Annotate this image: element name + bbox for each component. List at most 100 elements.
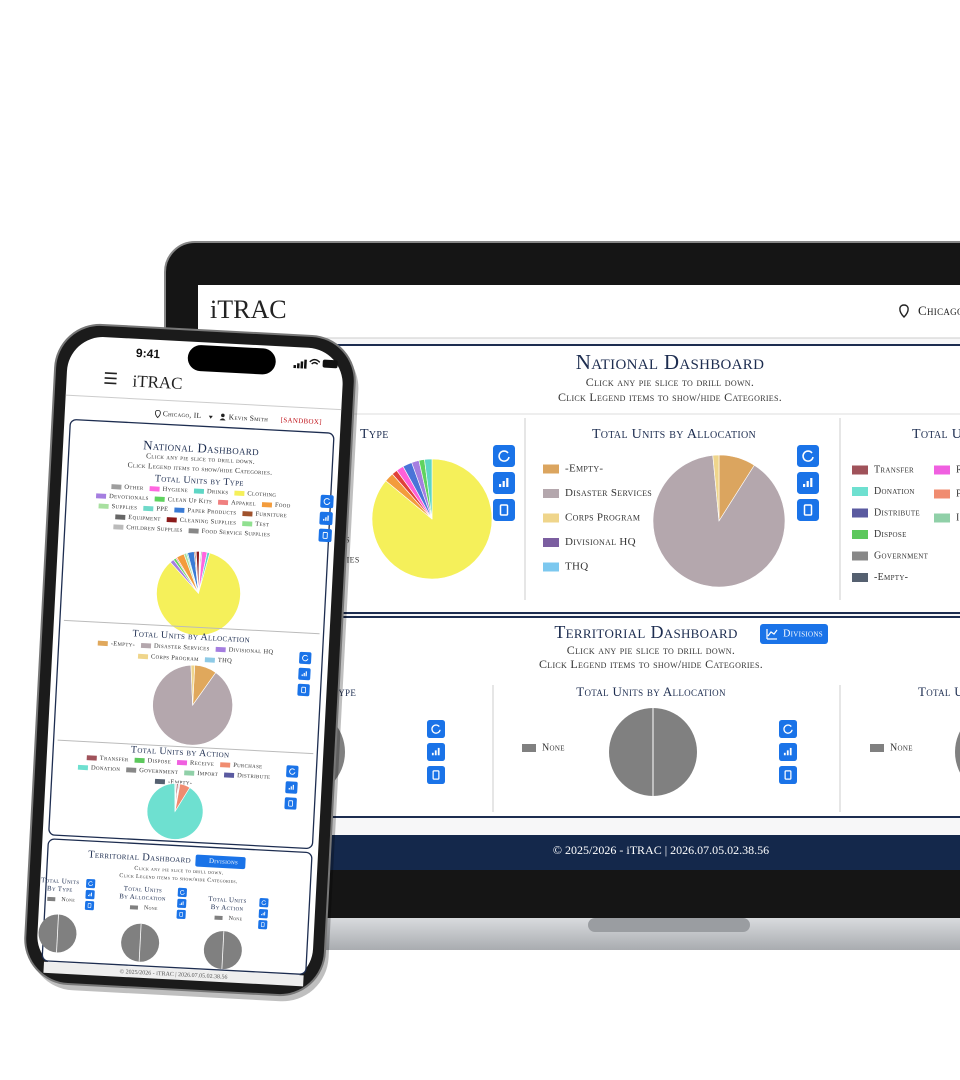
legend-swatch[interactable] (140, 642, 152, 649)
chart-button[interactable] (779, 766, 797, 784)
legend-swatch[interactable] (234, 490, 245, 497)
legend-label[interactable]: Purchase (233, 762, 263, 771)
legend-swatch[interactable] (149, 486, 160, 492)
legend-swatch[interactable] (934, 489, 950, 499)
chart-button[interactable] (176, 909, 186, 920)
legend-label[interactable]: Drinks (207, 488, 229, 496)
chart-button[interactable] (797, 499, 819, 521)
legend-label[interactable]: Supplies (111, 503, 137, 511)
legend-swatch[interactable] (95, 493, 107, 499)
legend-label[interactable]: None (61, 897, 75, 904)
legend-swatch[interactable] (137, 653, 149, 660)
divisions-button[interactable] (195, 854, 246, 870)
legend-label[interactable]: Furniture (255, 511, 287, 520)
legend-label[interactable]: Paper Products (187, 507, 236, 517)
legend-swatch[interactable] (143, 505, 154, 512)
legend-swatch[interactable] (176, 759, 188, 766)
legend-label[interactable]: Transfer (874, 464, 914, 475)
legend-label[interactable]: None (542, 742, 565, 753)
chart-button[interactable] (493, 445, 515, 467)
legend-swatch[interactable] (223, 772, 235, 778)
chart-button[interactable] (299, 651, 312, 665)
legend-label[interactable]: None (890, 742, 913, 753)
legend-label[interactable]: Donation (874, 486, 915, 497)
legend-label[interactable]: Hygiene (162, 486, 188, 494)
legend-swatch[interactable] (242, 521, 253, 527)
legend-label[interactable]: Government (874, 550, 929, 561)
legend-swatch[interactable] (852, 573, 868, 582)
legend-label[interactable]: Apparel (231, 499, 256, 507)
legend-swatch[interactable] (852, 551, 868, 561)
legend-swatch[interactable] (543, 464, 559, 474)
legend-label[interactable]: THQ (218, 657, 233, 665)
legend-label[interactable]: THQ (565, 561, 589, 573)
legend-swatch[interactable] (870, 744, 884, 752)
chart-button[interactable] (493, 499, 515, 521)
legend-label[interactable]: Disaster Services (154, 643, 210, 653)
legend-swatch[interactable] (184, 770, 195, 776)
legend-label[interactable]: Children Supplies (126, 524, 183, 534)
legend-swatch[interactable] (98, 503, 109, 509)
legend-label[interactable]: Disaster Services (565, 487, 652, 499)
legend-swatch[interactable] (166, 517, 177, 523)
legend-label[interactable]: Receive (190, 760, 215, 768)
chart-button[interactable] (284, 797, 297, 810)
legend-label[interactable]: None (144, 905, 158, 912)
legend-swatch[interactable] (934, 513, 950, 523)
legend-label[interactable]: Dispose (147, 757, 171, 765)
legend-label[interactable]: Cleaning Supplies (180, 517, 237, 527)
legend-swatch[interactable] (129, 905, 139, 910)
legend-label[interactable]: Divisional HQ (565, 536, 636, 548)
legend-label[interactable]: Devotionals (109, 493, 149, 502)
legend-swatch[interactable] (188, 528, 199, 534)
chart-button[interactable] (258, 920, 268, 930)
legend-label[interactable]: Distribute (237, 772, 271, 781)
legend-swatch[interactable] (204, 657, 215, 663)
chart-button[interactable] (177, 887, 187, 898)
legend-label[interactable]: Food (275, 502, 291, 510)
legend-label[interactable]: Dispose (874, 529, 907, 540)
legend-swatch[interactable] (543, 538, 559, 547)
chart-button[interactable] (318, 528, 332, 543)
legend-swatch[interactable] (852, 508, 868, 518)
chart-button[interactable] (427, 766, 445, 784)
legend-swatch[interactable] (154, 496, 165, 502)
legend-label[interactable]: -Empty- (874, 572, 908, 583)
legend-swatch[interactable] (215, 646, 226, 653)
legend-label[interactable]: Food Service Supplies (201, 528, 270, 539)
legend-swatch[interactable] (852, 487, 868, 496)
legend-swatch[interactable] (261, 502, 273, 508)
legend-label[interactable]: Other (124, 484, 144, 492)
legend-swatch[interactable] (543, 489, 559, 498)
legend-swatch[interactable] (242, 511, 253, 517)
legend-swatch[interactable] (126, 767, 137, 773)
legend-label[interactable]: -Empty- (168, 779, 193, 787)
chart-button[interactable] (84, 900, 95, 911)
chart-button[interactable] (286, 765, 299, 778)
legend-label[interactable]: Transfer (100, 755, 130, 764)
legend-swatch[interactable] (111, 484, 122, 490)
chart-button[interactable] (797, 445, 819, 467)
legend-label[interactable]: Clothing (247, 490, 276, 499)
legend-label[interactable]: Test (255, 521, 269, 529)
legend-swatch[interactable] (934, 465, 950, 475)
legend-label[interactable]: -Empty- (565, 463, 603, 475)
legend-label[interactable]: Distribute (874, 507, 920, 518)
legend-label[interactable]: Corps Program (565, 512, 640, 524)
legend-swatch[interactable] (47, 896, 56, 902)
legend-label[interactable]: Import (197, 770, 218, 778)
chart-button[interactable] (320, 494, 334, 509)
legend-label[interactable]: Equipment (128, 514, 161, 523)
chart-button[interactable] (259, 898, 269, 908)
legend-label[interactable]: I (956, 512, 960, 523)
legend-label[interactable]: P (956, 488, 960, 499)
legend-label[interactable]: Donation (91, 764, 121, 773)
legend-swatch[interactable] (543, 513, 559, 523)
legend-swatch[interactable] (115, 514, 126, 520)
legend-swatch[interactable] (86, 755, 97, 761)
chart-button[interactable] (297, 683, 310, 697)
legend-label[interactable]: R (956, 464, 960, 475)
chart-button[interactable] (779, 720, 797, 738)
chart-button[interactable] (86, 878, 96, 889)
legend-swatch[interactable] (193, 488, 205, 494)
